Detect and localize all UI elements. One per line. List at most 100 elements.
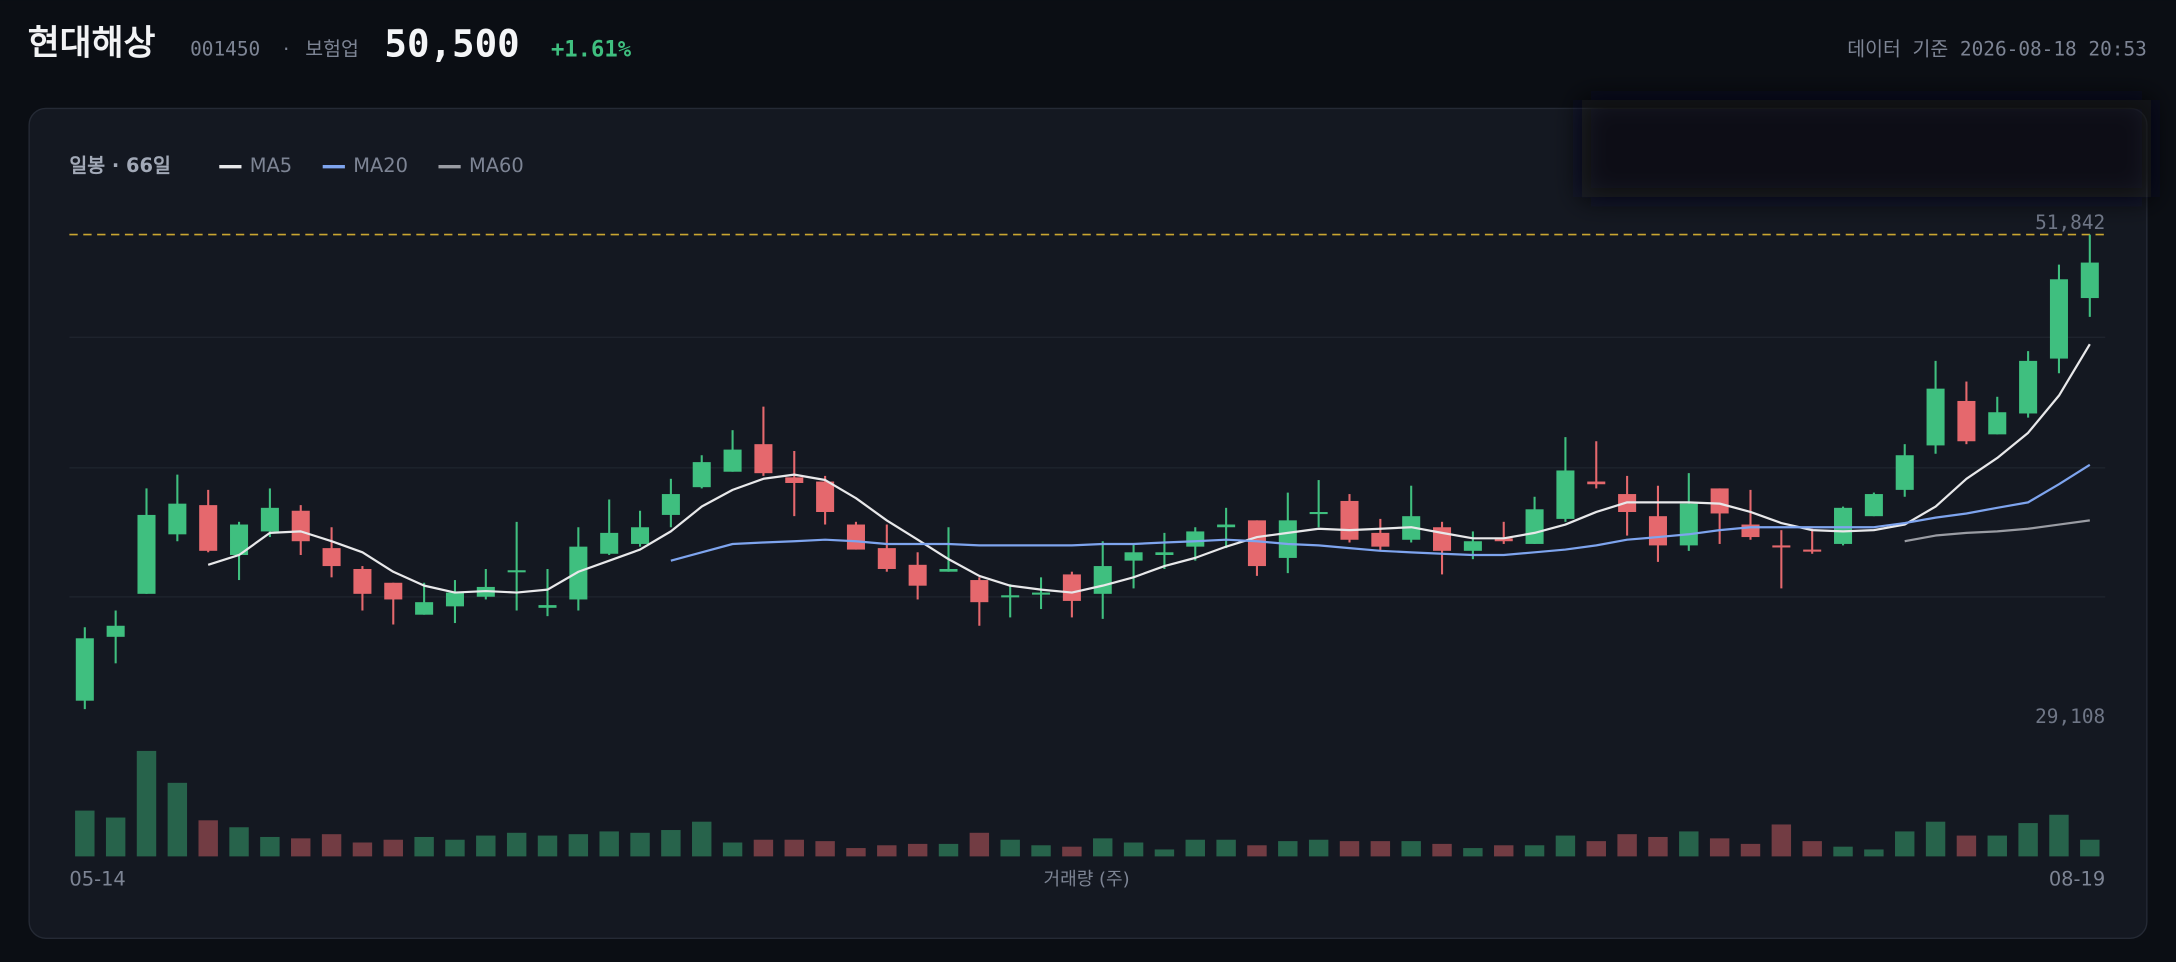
candle-body [785,477,804,483]
volume-bar [1740,843,1761,857]
stock-code: 001450 [190,38,260,61]
candle-body [1864,494,1883,517]
volume-bar [1956,835,1977,857]
candle-body [1895,455,1914,490]
candle-body [2049,279,2068,359]
volume-bar [630,832,650,857]
candle-body [1463,541,1482,551]
volume-bar [1185,839,1205,857]
candle-body [2080,262,2099,299]
candle-body [1032,592,1051,595]
volume-bar [1771,824,1792,857]
volume-label: 거래량 (주) [1044,869,1130,890]
candle-body [199,505,218,551]
volume-bar [846,848,866,857]
volume-bar [784,839,804,857]
volume-bar [599,831,619,857]
volume-bar [1123,842,1144,857]
candle-body [939,568,958,572]
candle-body [168,503,187,535]
volume-bar [136,750,157,857]
volume-bar [2018,823,2038,857]
volume-bar [1925,821,1946,857]
volume-bar [1216,839,1236,857]
volume-bar [938,843,959,857]
candle-body [538,605,557,608]
candle-body [600,532,619,554]
timestamp: 데이터 기준 2026-08-18 20:53 [1847,38,2147,61]
legend-label: MA60 [469,154,524,177]
stock-name: 현대해상 [28,24,156,64]
candle-body [260,507,279,532]
price: 50,500 [384,21,519,65]
candle-body [137,514,156,594]
volume-bar [753,839,774,857]
chart-title: 일봉 · 66일 [69,154,170,177]
candle-body [1340,500,1359,540]
chart-card [28,107,2148,939]
volume-bar [1524,845,1545,857]
candle-body [846,524,865,550]
candle-body [1957,400,1976,442]
volume-bar [537,835,558,857]
sector: 보험업 [305,38,359,61]
volume-bar [907,843,928,857]
volume-bar [1432,843,1452,857]
candle-body [1494,538,1513,542]
volume-bar [692,821,712,857]
candle-body [692,462,711,488]
candle-body [1186,531,1205,547]
volume-bar [291,838,311,857]
candle-body [1155,552,1174,556]
candle-body [1679,503,1698,546]
volume-bar [167,782,188,857]
volume-bar [661,830,681,857]
volume-bar [1864,849,1884,857]
candle-body [291,510,310,542]
candle-body [353,568,372,594]
candle-body [1926,388,1945,446]
low-label: 29,108 [2035,705,2105,728]
candle-body [1371,532,1390,547]
candle-body [1710,488,1729,514]
volume-bar [445,839,465,857]
volume-bar [1987,835,2007,857]
candle-body [230,524,249,556]
volume-bar [1709,838,1730,857]
volume-bar [1586,841,1606,857]
candle-body [75,638,94,701]
candle-body [1648,516,1667,546]
candle-body [661,494,680,515]
volume-bar [1031,845,1051,857]
volume-bar [229,827,249,857]
volume-bar [1833,846,1853,857]
candle-body [106,625,125,637]
volume-bar [476,835,496,857]
volume-bar [383,839,403,857]
candle-body [754,444,773,474]
volume-bar [877,845,897,857]
volume-bar [75,810,95,857]
volume-bar [1000,839,1020,857]
ma-line [207,343,2091,594]
separator: · [283,38,289,61]
volume-bar [1308,839,1329,857]
volume-bar [2049,814,2069,857]
volume-bar [815,841,835,857]
ma-line [1904,519,2090,543]
high-label: 51,842 [2035,211,2105,234]
volume-bar [1802,841,1822,857]
volume-bar [1062,846,1082,857]
candle-body [1309,512,1328,515]
candle-body [723,449,742,472]
volume-bar [1463,848,1483,857]
candle-body [2019,360,2038,414]
volume-bar [1648,836,1668,857]
candle-body [816,481,835,513]
legend-label: MA5 [250,154,292,177]
volume-bar [1895,831,1915,857]
candle-body [877,548,896,569]
volume-bar [414,836,434,857]
candle-body [908,564,927,586]
